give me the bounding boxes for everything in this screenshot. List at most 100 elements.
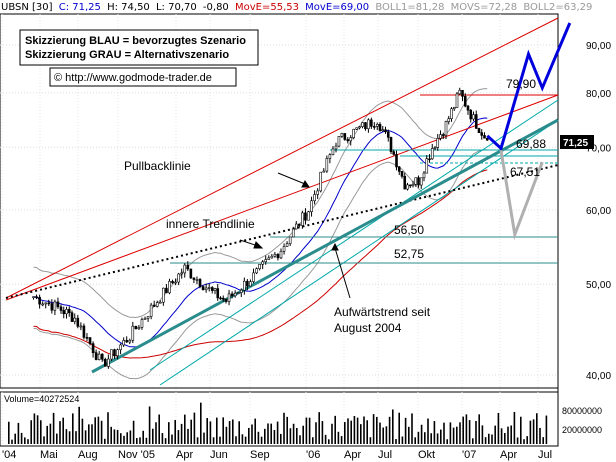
volume-bar: [462, 416, 464, 444]
candle-body: [461, 89, 464, 97]
volume-bar: [187, 428, 189, 444]
volume-bar: [424, 432, 426, 444]
candle-body: [134, 325, 138, 330]
candle-body: [397, 166, 401, 172]
volume-bar: [241, 434, 244, 444]
candle-body: [32, 296, 35, 299]
candle-body: [168, 281, 171, 294]
volume-bar: [417, 431, 420, 444]
candle-body: [35, 296, 38, 299]
volume-bar: [113, 429, 116, 444]
candle-body: [325, 158, 329, 172]
bollinger-upper: [33, 88, 488, 319]
candle-body: [221, 297, 225, 300]
volume-bar: [395, 439, 397, 444]
volume-bar: [312, 437, 314, 444]
volume-bar: [174, 420, 176, 444]
candle-body: [243, 280, 246, 291]
volume-bar: [62, 417, 64, 444]
y-tick-label: 60,00: [586, 206, 611, 217]
candle-body: [337, 135, 341, 147]
volume-bar: [388, 416, 391, 444]
volume-bar: [177, 430, 180, 444]
cyan-line-2: [159, 119, 559, 386]
x-tick-label: Nov '05: [118, 449, 155, 461]
scenario-legend-box: [19, 29, 259, 66]
candle-body: [236, 292, 240, 294]
candle-body: [230, 293, 234, 297]
y-tick-label: 50,00: [586, 280, 611, 291]
volume-bar: [91, 424, 93, 444]
pullback-label: Pullbacklinie: [124, 159, 191, 173]
volume-bar: [244, 436, 247, 444]
volume-bar: [369, 437, 372, 444]
volume-bar: [366, 420, 368, 444]
candle-body: [171, 281, 174, 284]
volume-bar: [459, 422, 461, 444]
candle-body: [165, 287, 168, 294]
volume-bar: [75, 431, 77, 444]
volume-bar: [382, 427, 384, 444]
candle-body: [122, 340, 125, 346]
x-tick-label: Mai: [40, 449, 58, 461]
candle-body: [47, 302, 51, 305]
candle-body: [340, 133, 344, 137]
volume-bar: [251, 424, 253, 444]
volume-bar: [123, 435, 125, 444]
candle-body: [177, 273, 180, 283]
candle-body: [261, 261, 264, 265]
volume-label: Volume=40272524: [4, 394, 79, 404]
candle-body: [458, 89, 462, 95]
uptrend-label-line2: August 2004: [334, 321, 402, 335]
candle-body: [180, 272, 183, 275]
volume-bar: [270, 423, 272, 444]
current-price-tag: [560, 135, 594, 149]
x-tick-label: Jul: [378, 449, 392, 461]
candle-body: [267, 257, 271, 260]
candle-body: [50, 303, 54, 311]
candle-body: [119, 344, 122, 351]
volume-bar: [465, 414, 468, 444]
candle-body: [107, 358, 110, 367]
candle-body: [53, 301, 57, 311]
volume-bar: [254, 418, 256, 444]
volume-bar: [523, 439, 525, 444]
candle-body: [210, 287, 214, 291]
inner-trendline-label: innere Trendlinie: [166, 217, 255, 231]
candle-body: [216, 288, 220, 299]
volume-bar: [27, 439, 29, 444]
candle-body: [38, 296, 41, 305]
arrow-inner-head: [253, 241, 264, 249]
candle-body: [358, 126, 361, 129]
candle-body: [441, 134, 445, 136]
level-label-5275: 52,75: [394, 247, 424, 261]
candle-body: [352, 128, 355, 138]
url-box: [49, 67, 237, 87]
x-tick-label: '07: [462, 449, 476, 461]
volume-bar: [65, 429, 68, 444]
volume-bar: [155, 422, 157, 444]
candle-body: [189, 268, 193, 279]
candle-body: [466, 105, 470, 111]
candle-body: [452, 107, 456, 110]
header-boll2: BOLL2=63,29: [523, 2, 592, 13]
volume-bar: [379, 422, 381, 444]
candle-body: [406, 184, 409, 190]
candle-body: [331, 148, 335, 155]
candle-body: [186, 264, 190, 270]
volume-bar: [193, 412, 196, 444]
candle-body: [94, 352, 98, 360]
volume-bar: [216, 417, 218, 444]
volume-bar: [180, 423, 183, 444]
volume-bar: [539, 427, 541, 444]
volume-bar: [276, 421, 279, 444]
candle-body: [219, 297, 222, 300]
volume-bar: [308, 417, 311, 444]
volume-bar: [59, 421, 61, 444]
candle-body: [298, 223, 301, 226]
volume-bar: [260, 436, 263, 444]
volume-bar: [376, 416, 378, 444]
candle-body: [152, 304, 156, 307]
x-tick-label: Apr: [344, 449, 361, 461]
volume-bar: [24, 437, 26, 444]
